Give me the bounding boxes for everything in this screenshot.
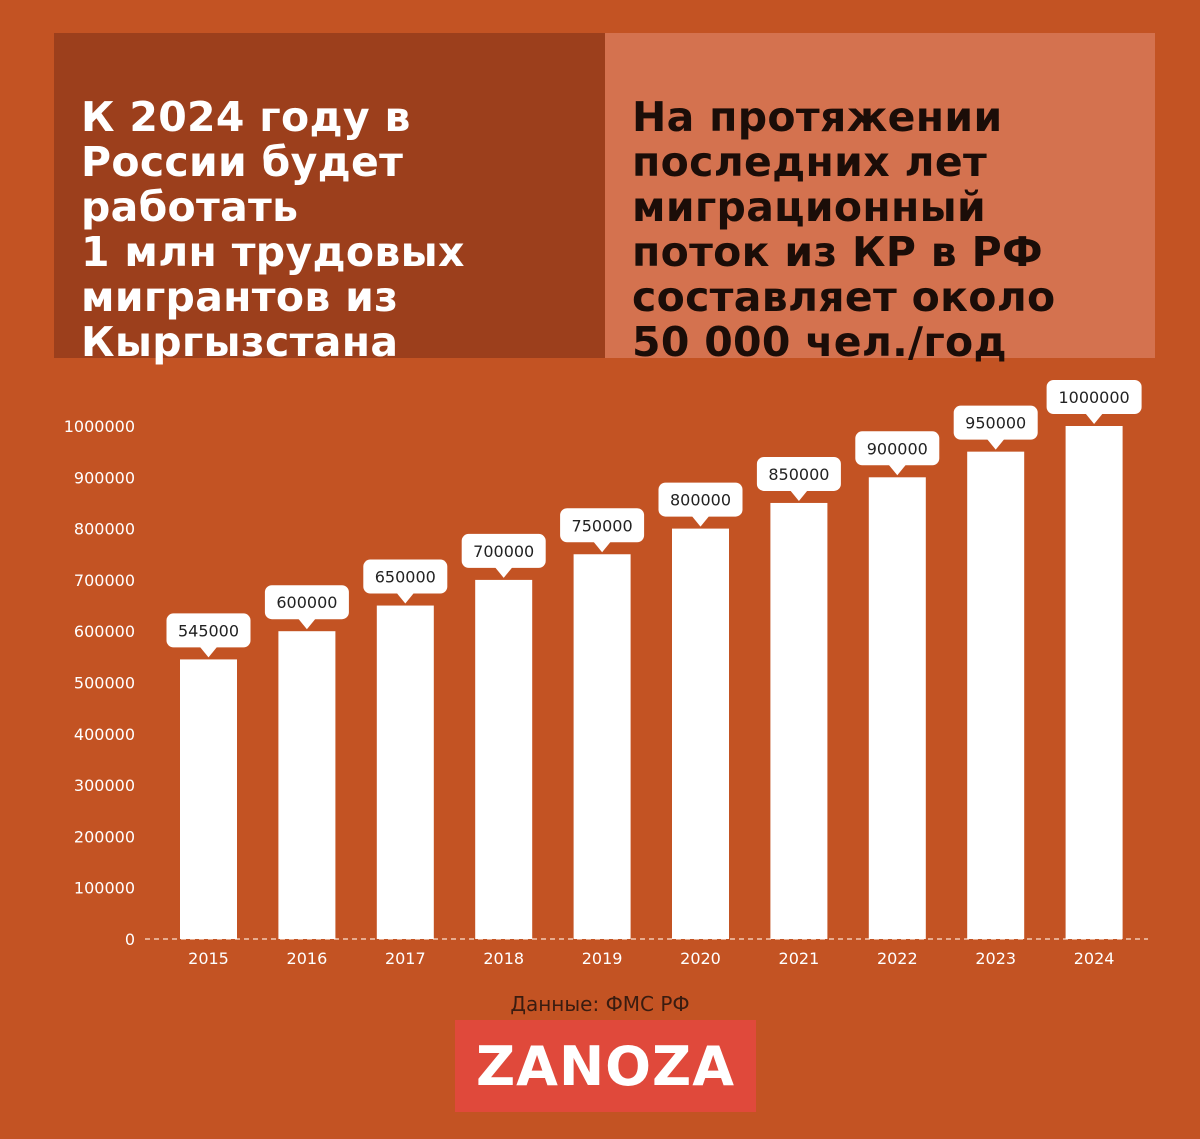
data-label-box [461,533,546,568]
y-tick-label: 200000 [74,827,135,846]
left-headline-panel: К 2024 году в России будет работать 1 мл… [54,33,605,365]
x-tick-label: 2022 [877,949,918,968]
bar [1065,426,1123,939]
data-label: 600000 [276,593,337,612]
x-tick-label: 2023 [975,949,1016,968]
bar [967,451,1025,939]
data-label-box [1046,380,1142,414]
data-label: 1000000 [1058,388,1129,407]
bar [770,502,828,939]
data-label-pointer [199,646,218,658]
y-tick-label: 700000 [74,571,135,590]
x-tick-label: 2016 [287,949,328,968]
data-label-pointer [396,592,415,604]
bar [376,605,434,939]
data-label-pointer [297,618,316,630]
data-label-box [363,559,448,594]
right-headline-panel: На протяжении последних лет миграционный… [605,33,1155,365]
right-headline-text: На протяжении последних лет миграционный… [632,93,1056,366]
y-tick-label: 100000 [74,879,135,898]
y-tick-label: 600000 [74,622,135,641]
data-label-pointer [1085,413,1104,424]
data-label-box [264,585,349,620]
x-tick-label: 2015 [188,949,229,968]
data-label-box [658,482,743,517]
data-label: 545000 [178,621,239,640]
x-tick-label: 2021 [779,949,820,968]
data-label: 800000 [670,491,731,510]
zanoza-logo: ZANOZA [455,1020,756,1112]
data-label-pointer [789,489,808,501]
y-tick-label: 900000 [74,468,135,487]
data-label-box [855,431,940,466]
bar [573,554,631,939]
data-label-pointer [494,566,513,578]
data-label-pointer [691,515,710,527]
data-label-pointer [986,438,1005,450]
data-label-box [560,508,645,543]
bar [180,659,237,939]
data-label: 700000 [473,542,534,561]
y-tick-label: 300000 [74,776,135,795]
data-label-box [166,613,251,648]
data-label: 900000 [867,439,928,458]
left-headline-text: К 2024 году в России будет работать 1 мл… [81,93,465,366]
x-tick-label: 2019 [582,949,623,968]
data-label: 650000 [375,568,436,587]
y-tick-label: 0 [125,930,135,949]
x-tick-label: 2024 [1074,949,1115,968]
bar [278,631,336,939]
x-tick-label: 2020 [680,949,721,968]
logo-text: ZANOZA [476,1034,735,1098]
data-label-box [756,456,841,491]
y-tick-label: 500000 [74,674,135,693]
data-label-pointer [593,541,612,553]
bar [868,477,926,939]
data-label-pointer [888,464,907,476]
data-label-box [953,405,1038,440]
y-tick-label: 800000 [74,520,135,539]
bar-chart: 0 100000 200000 300000 400000 500000 600000 700… [64,380,1148,968]
x-tick-label: 2017 [385,949,426,968]
y-tick-label: 400000 [74,725,135,744]
x-tick-label: 2018 [483,949,524,968]
bar [475,579,533,939]
data-source-caption: Данные: ФМС РФ [510,992,690,1016]
bar [672,528,729,939]
data-label: 750000 [572,516,633,535]
data-label: 950000 [965,414,1026,433]
data-label: 850000 [768,465,829,484]
y-tick-label: 1000000 [64,417,135,436]
